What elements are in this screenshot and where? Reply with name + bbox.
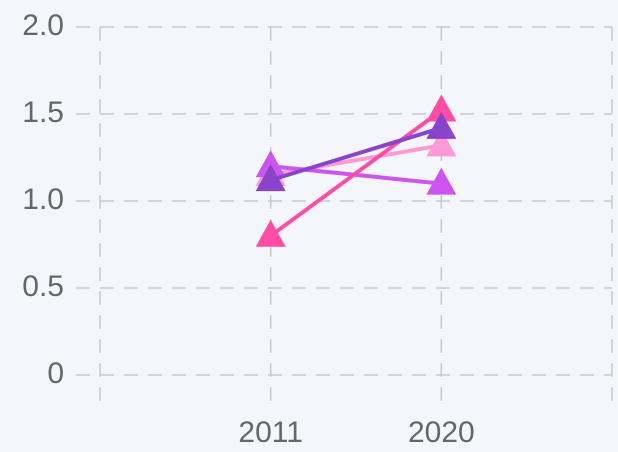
marker [426, 129, 457, 157]
y-tick-label: 2.0 [22, 9, 64, 42]
series-line [270, 126, 442, 183]
marker [255, 150, 286, 178]
marker [426, 111, 457, 139]
x-tick-label: 2011 [238, 416, 303, 449]
y-tick-label: 1.5 [22, 96, 64, 129]
y-tick-label: 0 [47, 357, 64, 390]
marker [426, 94, 457, 122]
y-tick-label: 1.0 [22, 183, 64, 216]
y-tick-label: 0.5 [22, 270, 64, 303]
series-line [269, 108, 443, 238]
marker [426, 167, 457, 195]
marker [255, 164, 286, 192]
x-tick-label: 2020 [408, 416, 475, 449]
marker [255, 219, 286, 247]
